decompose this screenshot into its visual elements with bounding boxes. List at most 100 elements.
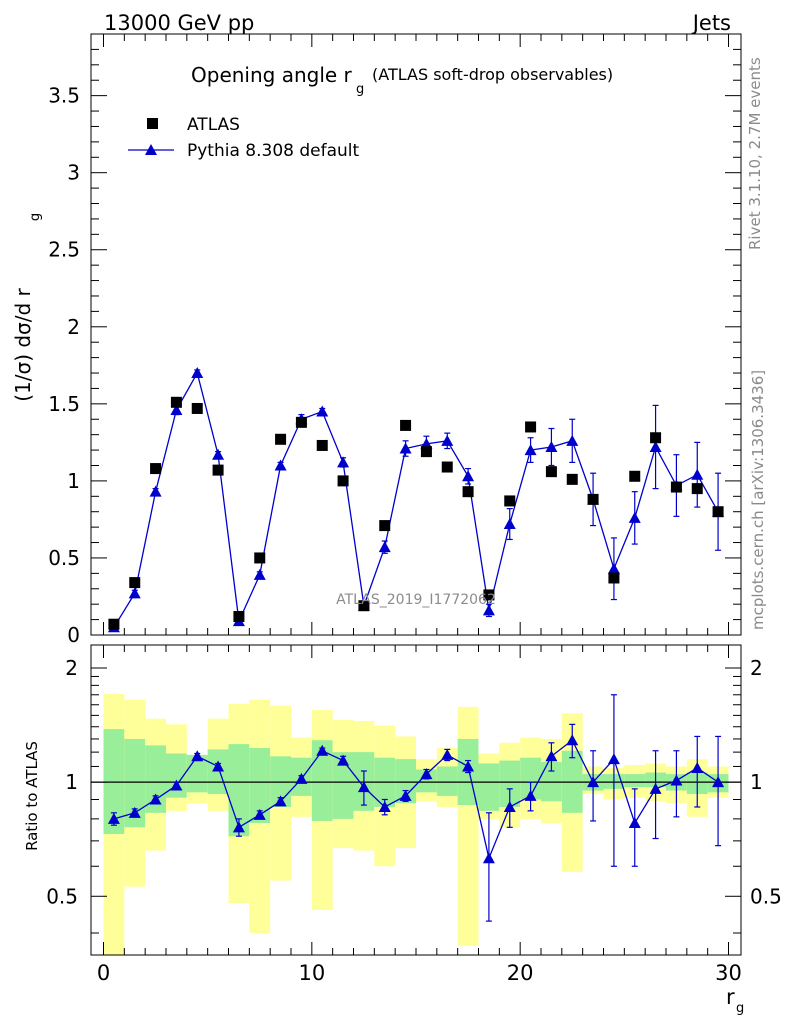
atlas-data-point xyxy=(712,506,724,518)
atlas-data-series xyxy=(108,396,724,630)
pythia-ratio-point xyxy=(587,776,600,788)
svg-text:Ratio to ATLAS: Ratio to ATLAS xyxy=(23,741,41,851)
pythia-main-point xyxy=(399,442,412,454)
pythia-ratio-point xyxy=(420,768,433,780)
atlas-data-point xyxy=(670,481,682,493)
pythia-main-point xyxy=(649,440,662,452)
pythia-ratio-point xyxy=(378,800,391,812)
atlas-data-point xyxy=(420,446,432,458)
pythia-main-point xyxy=(149,485,162,497)
ratio-plot-frame xyxy=(90,644,742,956)
pythia-main-point xyxy=(337,456,350,468)
pythia-ratio-point xyxy=(607,753,620,765)
atlas-data-point xyxy=(525,421,537,433)
collision-label: 13000 GeV pp xyxy=(104,11,254,35)
pythia-ratio-point xyxy=(357,781,370,793)
atlas-data-point xyxy=(566,473,578,485)
atlas-data-point xyxy=(462,486,474,498)
pythia-main-point xyxy=(316,405,329,417)
pythia-ratio-line xyxy=(113,739,719,861)
atlas-data-point xyxy=(545,466,557,478)
band-inner-bin xyxy=(416,769,437,793)
plot-title-subscript: g xyxy=(356,82,364,97)
ratio-y-tick-label-right: 2 xyxy=(750,656,763,680)
main-ylabel: (1/σ) dσ/d r xyxy=(11,287,35,401)
svg-text:mcplots.cern.ch [arXiv:1306.34: mcplots.cern.ch [arXiv:1306.3436] xyxy=(749,370,767,630)
pythia-main-point xyxy=(462,470,475,482)
pythia-main-point xyxy=(628,511,641,523)
band-inner-bin xyxy=(478,763,500,811)
legend-pythia-label: Pythia 8.308 default xyxy=(187,141,360,161)
pythia-ratio-point xyxy=(503,800,516,812)
atlas-data-point xyxy=(358,600,370,612)
ratio-y-tick-label: 1 xyxy=(65,770,78,794)
atlas-data-point xyxy=(379,520,391,532)
svg-text:g: g xyxy=(28,213,43,221)
pythia-ratio-point xyxy=(566,734,579,746)
pythia-ratio-point xyxy=(649,782,662,794)
pythia-main-point xyxy=(128,587,141,599)
atlas-data-point xyxy=(129,577,141,589)
main-y-tick-label: 3 xyxy=(67,161,80,185)
pythia-ratio-point xyxy=(274,795,287,807)
atlas-data-point xyxy=(441,461,453,473)
legend-pythia-marker-icon xyxy=(145,144,157,155)
pythia-ratio-point xyxy=(691,761,704,773)
main-y-tick-label: 1 xyxy=(67,469,80,493)
atlas-data-point xyxy=(629,470,641,482)
ratio-y-tick-label: 2 xyxy=(65,656,78,680)
main-y-tick-label: 2.5 xyxy=(48,238,80,262)
pythia-main-point xyxy=(441,434,454,446)
band-inner-bin xyxy=(332,752,354,819)
main-plot-frame xyxy=(90,33,742,636)
pythia-ratio-point xyxy=(337,754,350,766)
atlas-data-point xyxy=(504,495,516,507)
atlas-data-point xyxy=(316,439,328,451)
pythia-ratio-point xyxy=(191,750,204,762)
xlabel: r xyxy=(726,985,735,1009)
pythia-main-point xyxy=(545,440,558,452)
pythia-ratio-point xyxy=(107,812,120,824)
pythia-main-point xyxy=(253,568,266,580)
band-inner-bin xyxy=(395,759,416,804)
plot-title: Opening angle r xyxy=(191,63,353,87)
pythia-ratio-point xyxy=(212,760,225,772)
main-y-tick-label: 0.5 xyxy=(48,546,80,570)
xlabel-subscript: g xyxy=(736,1001,744,1016)
band-inner-bin xyxy=(103,729,125,834)
pythia-main-point xyxy=(503,518,516,530)
atlas-data-point xyxy=(170,396,182,408)
x-tick-label: 20 xyxy=(507,961,534,985)
main-y-tick-label: 0 xyxy=(67,623,80,647)
pythia-ratio-point xyxy=(295,772,308,784)
band-inner-bin xyxy=(166,753,187,798)
atlas-data-point xyxy=(483,589,495,601)
svg-text:Rivet 3.1.10, 2.7M events: Rivet 3.1.10, 2.7M events xyxy=(746,57,764,250)
band-inner-bin xyxy=(499,760,521,807)
pythia-main-point xyxy=(274,459,287,471)
atlas-data-point xyxy=(337,475,349,487)
mcplots-label: mcplots.cern.ch [arXiv:1306.3436] xyxy=(749,370,767,630)
ratio-y-tick-label-right: 0.5 xyxy=(750,884,782,908)
atlas-data-point xyxy=(691,483,703,495)
legend-atlas-marker-icon xyxy=(147,118,158,129)
atlas-data-point xyxy=(191,402,203,414)
pythia-ratio-point xyxy=(170,779,183,791)
pythia-main-point xyxy=(212,448,225,460)
pythia-ratio-point xyxy=(462,760,475,772)
pythia-main-point xyxy=(191,367,204,379)
main-y-tick-label: 1.5 xyxy=(48,392,80,416)
band-inner-bin xyxy=(124,738,146,828)
analysis-watermark: ATLAS_2019_I1772062 xyxy=(336,592,496,608)
main-y-tick-label: 3.5 xyxy=(48,84,80,108)
pythia-main-point xyxy=(524,444,537,456)
band-inner-bin xyxy=(311,740,333,821)
pythia-ratio-point xyxy=(149,793,162,805)
atlas-data-point xyxy=(400,419,412,431)
pythia-main-point xyxy=(170,404,183,416)
pythia-main-point xyxy=(607,562,620,574)
pythia-ratio-point xyxy=(232,821,245,833)
atlas-data-point xyxy=(275,433,287,445)
pythia-ratio-point xyxy=(253,808,266,820)
plot-title-suffix: (ATLAS soft-drop observables) xyxy=(372,65,613,84)
